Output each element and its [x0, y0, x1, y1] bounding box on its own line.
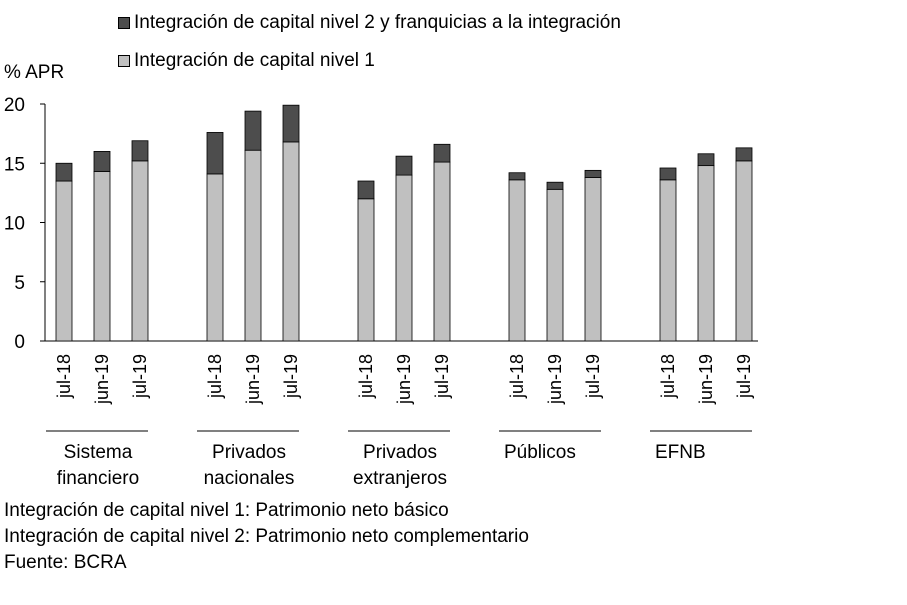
bar-segment-tier1 [244, 149, 262, 342]
bar-segment-tier1 [93, 171, 111, 342]
legend-label-tier1: Integración de capital nivel 1 [134, 50, 375, 71]
source-note: Fuente: BCRA [4, 552, 127, 573]
bar-segment-tier1 [131, 160, 149, 342]
group-label: Privados [212, 442, 286, 463]
footnote-tier2: Integración de capital nivel 2: Patrimon… [4, 526, 529, 547]
y-tick-label: 20 [4, 95, 25, 116]
x-tick-label: jun-19 [243, 354, 263, 405]
legend-item-tier1: Integración de capital nivel 1 [118, 50, 375, 72]
y-tick-label: 15 [4, 154, 25, 175]
x-tick-label: jun-19 [394, 354, 414, 405]
footnote-tier1: Integración de capital nivel 1: Patrimon… [4, 500, 449, 521]
x-tick-label: jul-18 [205, 354, 225, 399]
bar-segment-tier2 [55, 162, 73, 182]
legend-label-tier2: Integración de capital nivel 2 y franqui… [134, 12, 621, 33]
bar-segment-tier2 [584, 169, 602, 178]
bar-segment-tier2 [659, 167, 677, 181]
legend-item-tier2: Integración de capital nivel 2 y franqui… [118, 12, 621, 34]
y-axis-label: % APR [4, 62, 65, 83]
bar-segment-tier2 [357, 180, 375, 200]
x-tick-label: jul-19 [130, 354, 150, 399]
group-label: nacionales [204, 468, 295, 489]
bar-segment-tier2 [206, 132, 224, 175]
bar-segment-tier2 [93, 150, 111, 172]
y-tick-label: 0 [14, 332, 25, 353]
x-tick-label: jul-18 [507, 354, 527, 399]
footnotes: Integración de capital nivel 1: Patrimon… [4, 498, 529, 576]
bar-segment-tier2 [395, 155, 413, 176]
bar-segment-tier2 [282, 104, 300, 143]
group-label: extranjeros [353, 468, 447, 489]
x-tick-label: jul-19 [281, 354, 301, 399]
bar-segment-tier1 [546, 188, 564, 342]
bar-segment-tier2 [244, 110, 262, 151]
bar-segment-tier1 [395, 174, 413, 342]
group-label: Privados [363, 442, 437, 463]
x-tick-label: jun-19 [696, 354, 716, 405]
bar-segment-tier1 [282, 141, 300, 342]
legend-swatch-tier1 [118, 55, 130, 67]
group-label: Sistema [64, 442, 133, 463]
group-label: financiero [57, 468, 139, 489]
legend-swatch-tier2 [118, 17, 130, 29]
y-tick-label: 5 [14, 273, 25, 294]
bar-segment-tier2 [697, 153, 715, 167]
x-tick-label: jul-18 [54, 354, 74, 399]
bar-segment-tier2 [546, 181, 564, 190]
x-tick-label: jul-18 [658, 354, 678, 399]
x-tick-label: jul-18 [356, 354, 376, 399]
x-tick-label: jul-19 [583, 354, 603, 399]
bar-segment-tier1 [357, 198, 375, 342]
bar-segment-tier1 [206, 173, 224, 342]
x-tick-label: jun-19 [92, 354, 112, 405]
bar-segment-tier1 [55, 180, 73, 342]
x-tick-label: jul-19 [432, 354, 452, 399]
x-tick-label: jul-19 [734, 354, 754, 399]
y-tick-label: 10 [4, 214, 25, 235]
group-label: EFNB [655, 442, 706, 463]
x-tick-label: jun-19 [545, 354, 565, 405]
bar-segment-tier2 [508, 172, 526, 181]
bar-segment-tier2 [433, 143, 451, 163]
bar-segment-tier2 [131, 140, 149, 162]
bar-segment-tier1 [508, 179, 526, 342]
bar-segment-tier1 [697, 165, 715, 342]
bar-segment-tier1 [659, 179, 677, 342]
bar-segment-tier2 [735, 147, 753, 162]
bar-segment-tier1 [433, 161, 451, 342]
bar-segment-tier1 [735, 160, 753, 342]
bar-segment-tier1 [584, 177, 602, 342]
group-label: Públicos [504, 442, 576, 463]
